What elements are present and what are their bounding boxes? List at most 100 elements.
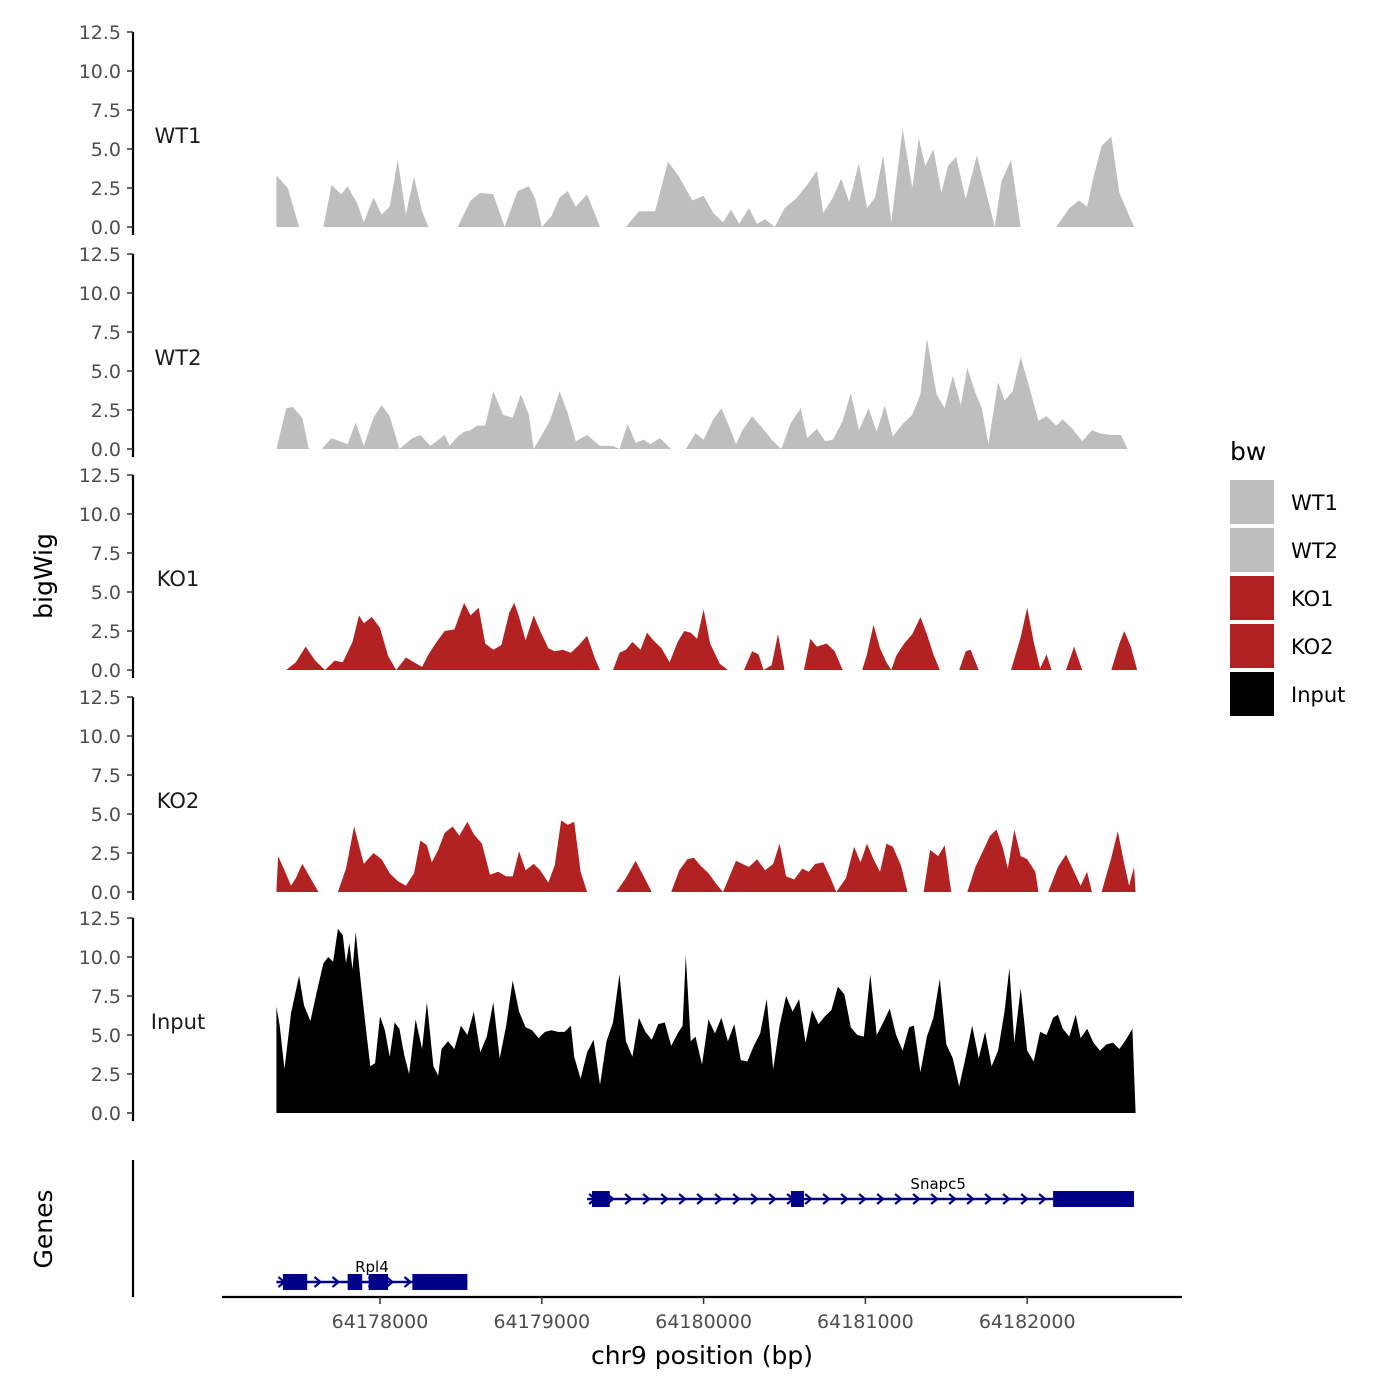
legend-label-input: Input xyxy=(1291,683,1345,707)
legend-swatch-ko2 xyxy=(1230,624,1274,668)
y-tick-label-ko1: 5.0 xyxy=(91,582,121,604)
area-ko1 xyxy=(1011,607,1052,670)
gene-rpl4: Rpl4 xyxy=(276,1258,468,1290)
strand-arrow xyxy=(876,1193,885,1205)
gene-snapc5: Snapc5 xyxy=(587,1175,1134,1207)
strand-arrow xyxy=(642,1193,651,1205)
legend-swatch-input xyxy=(1230,672,1274,716)
strand-arrow xyxy=(678,1193,687,1205)
y-tick-label-wt1: 10.0 xyxy=(79,61,121,83)
track-label-input: Input xyxy=(151,1010,205,1034)
exon xyxy=(412,1274,468,1290)
area-ko2 xyxy=(671,843,908,892)
strand-arrow xyxy=(714,1193,723,1205)
exon xyxy=(368,1274,389,1290)
track-label-ko2: KO2 xyxy=(157,789,200,813)
x-tick-label: 64178000 xyxy=(332,1311,429,1333)
y-tick-label-wt1: 7.5 xyxy=(91,100,121,122)
y-tick-label-input: 10.0 xyxy=(79,947,121,969)
track-ko1: 0.0 2.5 5.0 7.5 10.0 12.5 KO1 xyxy=(79,465,1138,682)
legend-label-ko1: KO1 xyxy=(1291,587,1334,611)
y-tick-label-ko2: 10.0 xyxy=(79,726,121,748)
area-ko2 xyxy=(923,845,952,892)
y-tick-label-input: 2.5 xyxy=(91,1064,121,1086)
track-wt2: 0.0 2.5 5.0 7.5 10.0 12.5 WT2 xyxy=(79,244,1128,461)
area-ko1 xyxy=(862,617,940,670)
strand-arrow xyxy=(948,1193,957,1205)
y-tick-label-wt2: 10.0 xyxy=(79,283,121,305)
area-wt1 xyxy=(323,159,429,227)
y-tick-label-input: 7.5 xyxy=(91,986,121,1008)
y-tick-label-input: 0.0 xyxy=(91,1103,121,1125)
strand-arrow xyxy=(822,1193,831,1205)
exon xyxy=(347,1274,363,1290)
x-axis-title: chr9 position (bp) xyxy=(591,1341,813,1370)
exon xyxy=(790,1191,804,1207)
legend-label-wt2: WT2 xyxy=(1291,539,1338,563)
y-tick-label-wt2: 7.5 xyxy=(91,322,121,344)
y-tick-label-wt2: 2.5 xyxy=(91,400,121,422)
area-ko2 xyxy=(337,820,588,892)
area-ko1 xyxy=(1066,646,1083,670)
strand-arrow xyxy=(768,1193,777,1205)
gene-label-snapc5: Snapc5 xyxy=(910,1175,966,1193)
genes-panel: Snapc5 Rpl4 xyxy=(131,1160,1134,1297)
strand-arrow xyxy=(750,1193,759,1205)
y-tick-label-wt1: 0.0 xyxy=(91,217,121,239)
strand-arrow xyxy=(660,1193,669,1205)
y-tick-label-wt1: 2.5 xyxy=(91,178,121,200)
strand-arrow xyxy=(894,1193,903,1205)
legend-label-wt1: WT1 xyxy=(1291,491,1338,515)
track-ko2: 0.0 2.5 5.0 7.5 10.0 12.5 KO2 xyxy=(79,687,1136,904)
area-input xyxy=(276,928,1136,1113)
area-ko1 xyxy=(803,638,843,670)
y-axis-title-bigwig: bigWig xyxy=(29,533,58,619)
y-tick-label-ko2: 5.0 xyxy=(91,804,121,826)
y-tick-label-ko1: 10.0 xyxy=(79,504,121,526)
area-ko2 xyxy=(616,860,652,892)
y-axis-title-genes: Genes xyxy=(29,1189,58,1268)
strand-arrow xyxy=(313,1276,323,1288)
track-wt1: 0.0 2.5 5.0 7.5 10.0 12.5 WT1 xyxy=(79,22,1134,239)
strand-arrow xyxy=(624,1193,633,1205)
area-ko1 xyxy=(286,602,600,670)
y-tick-label-ko2: 0.0 xyxy=(91,882,121,904)
x-tick-label: 64182000 xyxy=(979,1311,1076,1333)
strand-arrow xyxy=(1038,1193,1047,1205)
exon xyxy=(1053,1191,1134,1207)
strand-arrow xyxy=(804,1193,813,1205)
y-tick-label-wt1: 12.5 xyxy=(79,22,121,44)
y-tick-label-wt1: 5.0 xyxy=(91,139,121,161)
strand-arrow xyxy=(331,1276,341,1288)
strand-arrow xyxy=(984,1193,993,1205)
exon xyxy=(282,1274,308,1290)
area-ko1 xyxy=(744,634,785,670)
area-wt1 xyxy=(457,128,1134,227)
y-tick-label-input: 5.0 xyxy=(91,1025,121,1047)
strand-arrow xyxy=(966,1193,975,1205)
legend-swatch-wt2 xyxy=(1230,528,1274,572)
area-ko1 xyxy=(959,649,979,670)
y-tick-label-ko1: 2.5 xyxy=(91,621,121,643)
strand-arrow xyxy=(1020,1193,1029,1205)
area-wt1 xyxy=(276,175,300,227)
y-tick-label-ko1: 7.5 xyxy=(91,543,121,565)
track-input: 0.0 2.5 5.0 7.5 10.0 12.5 Input xyxy=(79,908,1136,1125)
y-tick-label-wt2: 0.0 xyxy=(91,439,121,461)
strand-arrow xyxy=(840,1193,849,1205)
x-tick-label: 64181000 xyxy=(817,1311,914,1333)
gene-label-rpl4: Rpl4 xyxy=(355,1258,389,1276)
y-tick-label-ko2: 12.5 xyxy=(79,687,121,709)
x-tick-label: 64179000 xyxy=(493,1311,590,1333)
bigwig-tracks: 0.0 2.5 5.0 7.5 10.0 12.5 WT1 0.0 2.5 5.0 7.5 10.0 1… xyxy=(79,22,1138,1125)
y-tick-label-ko2: 2.5 xyxy=(91,843,121,865)
legend-label-ko2: KO2 xyxy=(1291,635,1334,659)
strand-arrow xyxy=(858,1193,867,1205)
legend: bw WT1 WT2 KO1 KO2 Input xyxy=(1230,437,1345,716)
legend-title: bw xyxy=(1230,437,1266,466)
y-tick-label-ko1: 12.5 xyxy=(79,465,121,487)
area-ko1 xyxy=(613,609,728,670)
strand-arrow xyxy=(385,1276,395,1288)
y-tick-label-ko2: 7.5 xyxy=(91,765,121,787)
strand-arrow xyxy=(696,1193,705,1205)
